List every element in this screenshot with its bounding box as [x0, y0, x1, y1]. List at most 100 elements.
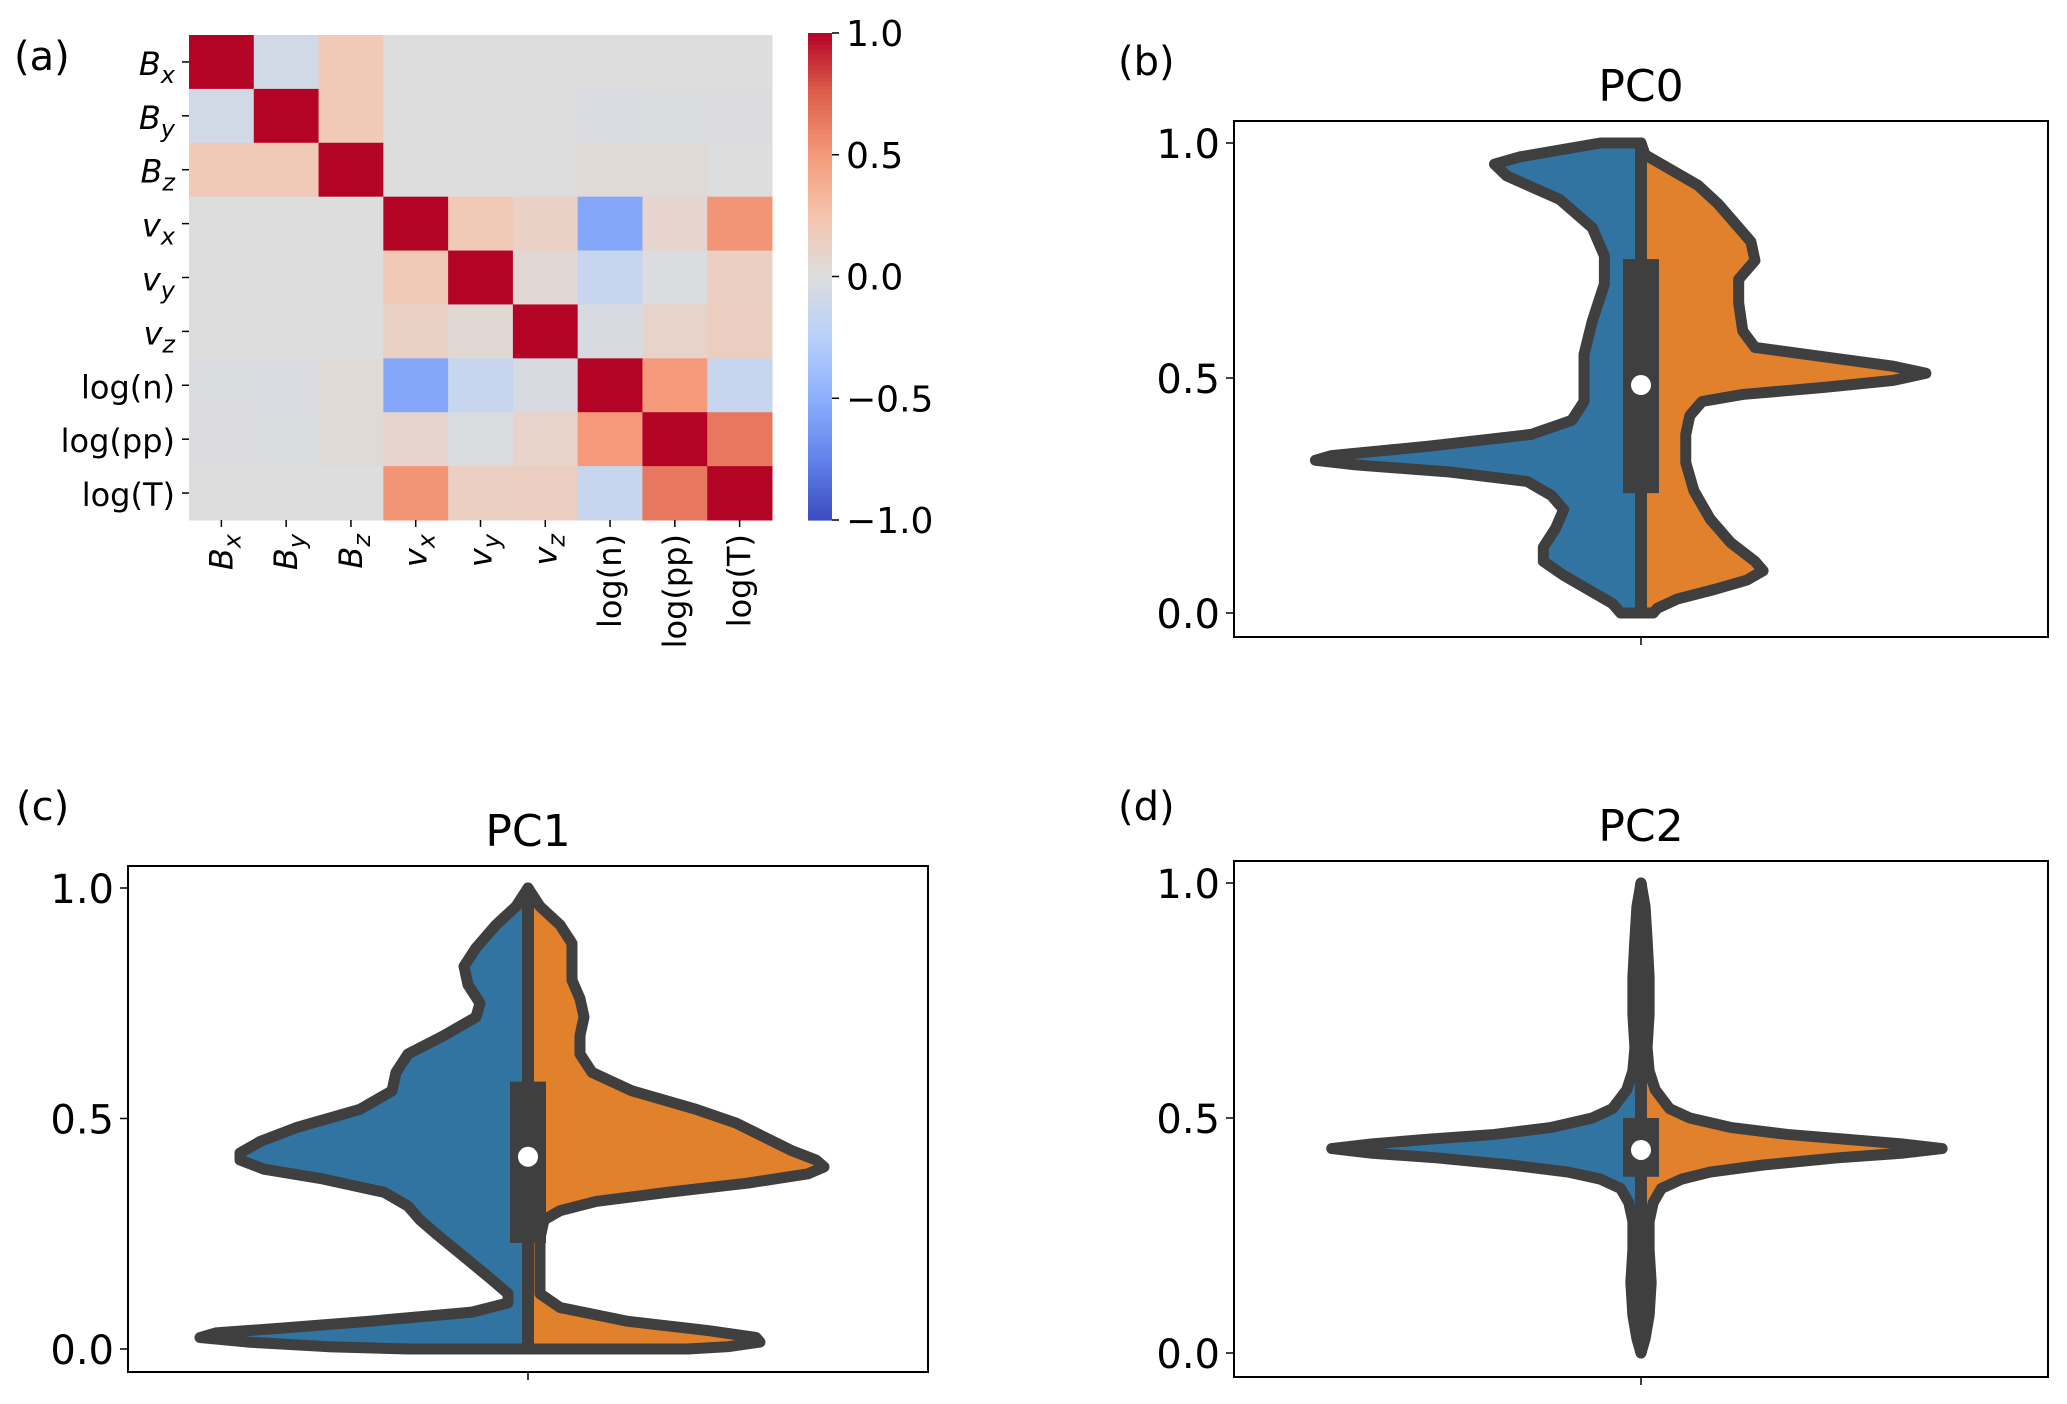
heatmap-cell	[448, 358, 514, 413]
violin-right-half	[522, 882, 830, 1355]
colorbar-segment	[808, 191, 832, 196]
colorbar-segment	[808, 170, 832, 176]
heatmap-cell	[707, 88, 773, 144]
colorbar-segment	[808, 317, 832, 322]
colorbar-segment	[808, 89, 832, 95]
colorbar-tick-label: −0.5	[846, 379, 933, 420]
heatmap-cell	[512, 196, 579, 252]
heatmap-cell	[512, 88, 579, 144]
colorbar-segment	[808, 219, 832, 225]
violin-left-half	[1309, 137, 1647, 619]
colorbar-segment	[808, 73, 832, 79]
heatmap-cell	[383, 304, 449, 359]
colorbar-segment	[808, 284, 832, 290]
heatmap-cell	[707, 35, 773, 90]
colorbar-segment	[808, 487, 832, 493]
colorbar-segment	[808, 231, 832, 237]
heatmap-cell	[318, 250, 384, 305]
heatmap-cell	[577, 88, 643, 144]
heatmap-column-label: log(T)	[721, 534, 759, 627]
heatmap-cell	[253, 196, 320, 252]
colorbar-segment	[808, 41, 832, 46]
heatmap-row-label-base: B	[139, 45, 161, 83]
violin-left-half	[1326, 877, 1647, 1359]
colorbar-tick-label: 0.5	[846, 136, 903, 177]
colorbar-segment	[808, 398, 832, 403]
heatmap-cell	[642, 88, 708, 144]
heatmap-cell	[318, 358, 384, 413]
colorbar-segment	[808, 138, 832, 144]
colorbar-segment	[808, 264, 832, 269]
heatmap-cell	[253, 358, 320, 413]
colorbar-segment	[808, 101, 832, 107]
colorbar-segment	[808, 288, 832, 294]
heatmap-column-label: vz	[526, 533, 570, 566]
heatmap-cell	[642, 196, 708, 252]
heatmap-cell	[318, 35, 384, 90]
colorbar-segment	[808, 61, 832, 67]
heatmap-row-label: vx	[142, 207, 176, 251]
heatmap-row-label-base: v	[142, 207, 162, 245]
colorbar-segment	[808, 272, 832, 278]
heatmap-cell	[577, 358, 643, 413]
colorbar-segment	[808, 33, 832, 38]
heatmap-column-label-sub: z	[542, 533, 570, 548]
panel-b-violin-pc0: (b) PC0 0.0 0.5 1.0	[1118, 39, 2049, 645]
colorbar-segment	[808, 256, 832, 261]
colorbar-segment	[808, 373, 832, 379]
colorbar-segment	[808, 248, 832, 253]
colorbar-segment	[808, 463, 832, 468]
panel-c-violin-pc1: (c) PC1 0.0 0.5 1.0	[16, 784, 929, 1380]
colorbar-segment	[808, 57, 832, 63]
heatmap-cell	[318, 466, 384, 521]
colorbar-segment	[808, 150, 832, 156]
colorbar-segment	[808, 179, 832, 184]
heatmap-cell	[707, 412, 773, 467]
y-tick-label: 0.0	[1156, 1332, 1220, 1378]
colorbar-segment	[808, 345, 832, 351]
colorbar-segment	[808, 333, 832, 338]
heatmap-row-label-sub: y	[160, 115, 176, 143]
colorbar-tick-label: 0.0	[846, 258, 903, 299]
heatmap-cell	[253, 466, 320, 521]
heatmap-cell	[642, 466, 708, 521]
heatmap-column-label-sub: x	[218, 533, 246, 549]
heatmap-cell	[253, 304, 320, 359]
colorbar-segment	[808, 438, 832, 444]
colorbar-segment	[808, 260, 832, 265]
heatmap-cell	[577, 412, 643, 467]
heatmap-cell	[577, 250, 643, 305]
heatmap-cell	[448, 142, 514, 198]
colorbar-segment	[808, 227, 832, 233]
heatmap-row-label: Bx	[139, 45, 176, 89]
colorbar-segment	[808, 49, 832, 54]
colorbar-segment	[808, 353, 832, 359]
heatmap-cell	[448, 35, 514, 90]
colorbar-segment	[808, 365, 832, 371]
heatmap-cell	[383, 196, 449, 252]
heatmap-cell	[318, 196, 384, 252]
colorbar-segment	[808, 37, 832, 42]
heatmap-column-label-base: log(n)	[591, 534, 629, 628]
colorbar-segment	[808, 118, 832, 123]
heatmap-cell	[253, 412, 320, 467]
colorbar-segment	[808, 199, 832, 205]
heatmap-column-label: log(n)	[591, 534, 629, 628]
colorbar-segment	[808, 53, 832, 58]
colorbar-segment	[808, 146, 832, 152]
chart-title: PC0	[1598, 61, 1683, 112]
colorbar-segment	[808, 357, 832, 363]
colorbar-segment	[808, 377, 832, 383]
colorbar-segment	[808, 126, 832, 131]
colorbar-tick-label: 1.0	[846, 14, 903, 55]
violin-median-dot	[1631, 375, 1651, 396]
heatmap-cell	[448, 466, 514, 521]
colorbar-segment	[808, 410, 832, 416]
heatmap-cell	[577, 304, 643, 359]
colorbar-segment	[808, 175, 832, 180]
colorbar-segment	[808, 394, 832, 399]
colorbar-segment	[808, 280, 832, 286]
colorbar-segment	[808, 475, 832, 481]
heatmap-cell	[512, 412, 579, 467]
heatmap-cell	[383, 358, 449, 413]
